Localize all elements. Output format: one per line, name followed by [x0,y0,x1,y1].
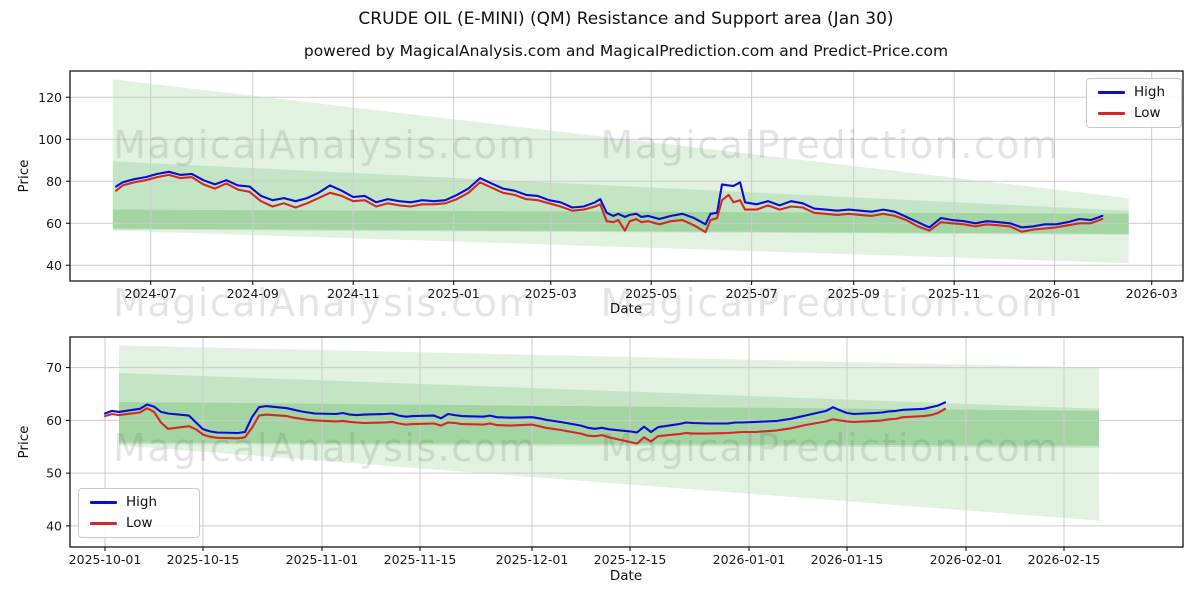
y-tick-label: 50 [46,466,62,481]
watermark-text-right: MagicalPrediction.com [601,281,1060,325]
legend-entry-high: High [90,494,188,510]
band-resistance-mid [119,372,1099,448]
band-resistance-outer [119,345,1099,521]
watermark-text-right: MagicalPrediction.com [601,123,1060,167]
high-line-swatch-icon [1098,91,1125,95]
x-axis-label-top-chart: Date [609,301,643,317]
high-line-swatch-icon [90,501,117,505]
y-axis-label-top-chart: Price [16,159,32,193]
x-tick-label: 2025-10-01 [69,552,142,567]
y-tick-label: 80 [46,174,62,189]
chart-subtitle: powered by MagicalAnalysis.com and Magic… [303,42,949,60]
x-tick-label: 2024-09 [227,286,279,301]
y-tick-label: 60 [46,216,62,231]
x-tick-label: 2025-03 [525,286,577,301]
watermark-text-right: MagicalPrediction.com [601,426,1060,470]
x-tick-label: 2025-12-15 [594,552,667,567]
low-line-swatch-icon [1098,111,1125,115]
watermark-text-left: MagicalAnalysis.com [113,123,537,167]
x-tick-label: 2025-12-01 [496,552,569,567]
x-tick-label: 2025-09 [828,286,880,301]
band-resistance-outer [112,79,1129,264]
legend-entry-low: Low [90,514,188,531]
series-line-low [103,407,947,445]
x-tick-label: 2025-11 [928,286,980,301]
y-tick-label: 40 [46,258,62,273]
series-line-high [115,170,1104,229]
x-tick-label: 2025-01 [428,286,480,301]
watermark-text-left: MagicalAnalysis.com [113,426,537,470]
x-tick-label: 2026-01-15 [811,552,884,567]
x-tick-label: 2026-02-01 [930,552,1003,567]
series-line-low [115,173,1104,234]
legend-top-chart: High Low [1086,78,1182,128]
y-tick-label: 70 [46,360,62,375]
x-axis-label-bottom-chart: Date [609,568,643,584]
x-tick-label: 2025-11-01 [286,552,359,567]
legend-entry-low: Low [1098,104,1170,121]
x-tick-label: 2025-11-15 [384,552,457,567]
x-tick-label: 2024-07 [125,286,177,301]
y-tick-label: 60 [46,413,62,428]
y-tick-label: 120 [38,90,62,105]
x-tick-label: 2026-01-01 [713,552,786,567]
chart-title: CRUDE OIL (E-MINI) (QM) Resistance and S… [358,9,894,29]
legend-bottom-chart: High Low [78,488,200,538]
legend-entry-high: High [1098,84,1170,100]
x-tick-label: 2025-07 [726,286,778,301]
watermark-text-left: MagicalAnalysis.com [113,281,537,325]
x-tick-label: 2025-05 [625,286,677,301]
x-tick-label: 2025-10-15 [167,552,240,567]
x-tick-label: 2026-03 [1126,286,1178,301]
x-tick-label: 2024-11 [327,286,379,301]
y-axis-label-bottom-chart: Price [16,425,32,459]
series-line-high [103,401,947,435]
low-line-swatch-icon [90,521,117,525]
band-support-core [119,401,1099,446]
legend-label-low: Low [1134,104,1161,121]
x-tick-label: 2026-01 [1028,286,1080,301]
axes-frame [69,336,1184,548]
legend-label-low: Low [126,514,153,531]
legend-label-high: High [1134,84,1166,100]
axes-frame [69,70,1184,282]
y-tick-label: 40 [46,518,62,533]
y-tick-label: 100 [38,132,62,147]
x-tick-label: 2026-02-15 [1028,552,1101,567]
legend-label-high: High [126,494,158,510]
